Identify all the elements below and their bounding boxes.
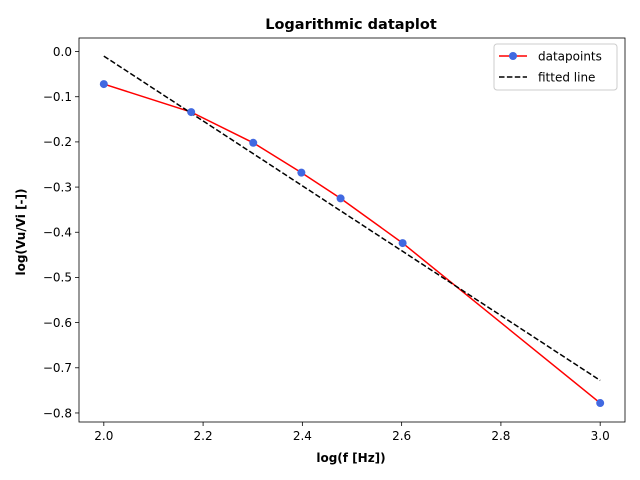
chart-title: Logarithmic dataplot xyxy=(265,17,437,33)
y-tick-label: −0.1 xyxy=(43,90,72,104)
data-point xyxy=(99,80,108,89)
legend-label-2: fitted line xyxy=(538,70,595,84)
y-tick-label: −0.3 xyxy=(43,180,72,194)
y-tick-label: −0.4 xyxy=(43,226,72,240)
y-tick-label: −0.2 xyxy=(43,135,72,149)
x-tick-label: 2.6 xyxy=(392,429,411,443)
x-axis-ticks: 2.0 2.2 2.4 2.6 2.8 3.0 xyxy=(94,422,610,443)
y-axis-label: log(Vu/Vi [-]) xyxy=(14,188,28,275)
legend: datapoints fitted line xyxy=(493,43,618,91)
x-tick-label: 2.0 xyxy=(94,429,113,443)
plot-area xyxy=(78,37,626,423)
x-tick-label: 3.0 xyxy=(591,429,610,443)
data-point xyxy=(249,138,258,147)
y-tick-label: −0.5 xyxy=(43,271,72,285)
data-point xyxy=(297,168,306,177)
x-tick-label: 2.2 xyxy=(194,429,213,443)
y-tick-label: −0.7 xyxy=(43,361,72,375)
x-tick-label: 2.4 xyxy=(293,429,312,443)
y-tick-label: −0.8 xyxy=(43,406,72,420)
legend-label-1: datapoints xyxy=(538,49,602,63)
series-line-2 xyxy=(103,55,601,382)
y-axis-ticks: 0.0 −0.1 −0.2 −0.3 −0.4 −0.5 −0.6 −0.7 −0.8 xyxy=(43,45,79,420)
y-tick-label: −0.6 xyxy=(43,316,72,330)
data-point xyxy=(596,399,605,408)
data-point xyxy=(398,239,407,248)
x-tick-label: 2.8 xyxy=(491,429,510,443)
axes-frame xyxy=(78,37,626,423)
x-axis-label: log(f [Hz]) xyxy=(316,451,385,465)
data-point xyxy=(336,194,345,203)
legend-marker xyxy=(509,52,517,60)
data-point xyxy=(187,108,196,117)
y-tick-label: 0.0 xyxy=(53,45,72,59)
